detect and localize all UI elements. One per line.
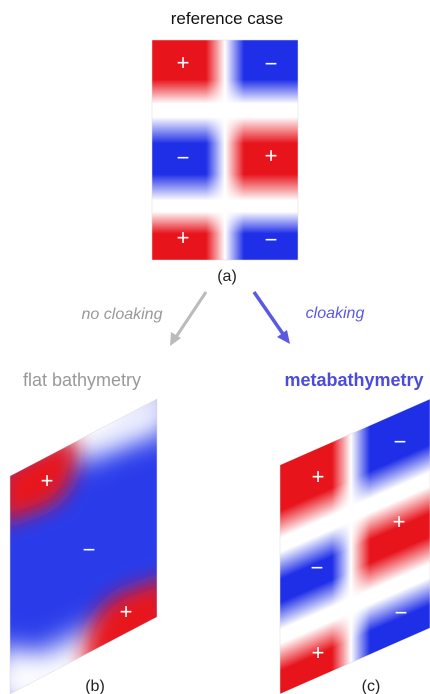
panel-label-a: (a) bbox=[217, 268, 237, 285]
arrow-no-cloaking bbox=[174, 291, 208, 338]
arrow-cloaking-head bbox=[277, 330, 290, 344]
sign-plus-b1: + bbox=[41, 468, 54, 493]
sign-plus-c2: + bbox=[393, 509, 406, 534]
sign-plus-a1: + bbox=[177, 50, 190, 75]
sign-minus-c3: − bbox=[395, 600, 408, 625]
sign-minus-b: − bbox=[83, 537, 96, 562]
sign-plus-a2: + bbox=[265, 143, 278, 168]
sign-minus-a1: − bbox=[265, 51, 278, 76]
reference-case-title: reference case bbox=[171, 9, 283, 28]
arrow-cloaking bbox=[252, 291, 285, 335]
cloaking-label: cloaking bbox=[306, 305, 365, 322]
panel-c-frame bbox=[279, 398, 430, 694]
flat-bathymetry-title: flat bathymetry bbox=[23, 370, 141, 390]
sign-plus-c1: + bbox=[312, 464, 325, 489]
sign-plus-b2: + bbox=[120, 599, 133, 624]
panel-label-c: (c) bbox=[362, 678, 381, 694]
metabathymetry-title: metabathymetry bbox=[284, 370, 423, 390]
panel-a-field bbox=[152, 40, 298, 260]
sign-minus-a2: − bbox=[177, 145, 190, 170]
panel-b-frame bbox=[9, 398, 158, 694]
sign-minus-a3: − bbox=[265, 227, 278, 252]
sign-minus-c1: − bbox=[394, 429, 407, 454]
sign-minus-c2: − bbox=[311, 555, 324, 580]
arrow-no-cloaking-head bbox=[170, 332, 181, 346]
no-cloaking-label: no cloaking bbox=[82, 306, 163, 323]
panel-c-field bbox=[280, 399, 430, 694]
panel-a-frame bbox=[151, 39, 299, 261]
sign-plus-a3: + bbox=[177, 225, 190, 250]
panel-label-b: (b) bbox=[85, 678, 105, 694]
sign-plus-c3: + bbox=[312, 640, 325, 665]
